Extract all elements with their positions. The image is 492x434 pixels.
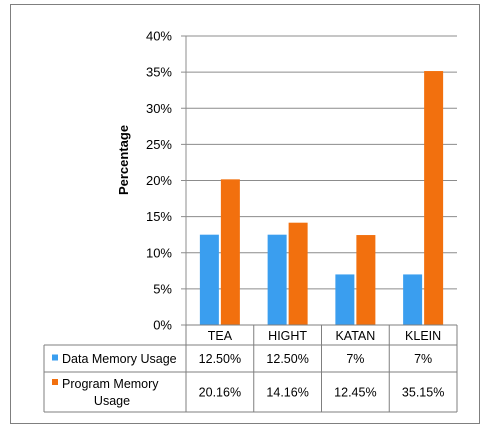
table-value: 35.15% [402,386,444,400]
table-value: 12.45% [334,386,376,400]
y-tick-label: 25% [146,137,172,152]
bars [199,71,444,325]
x-category-label: KLEIN [405,329,441,343]
chart-frame [10,4,480,424]
bar-data-memory-usage [199,234,219,325]
legend-swatch [52,379,58,385]
legend-swatch [52,354,58,361]
bar-data-memory-usage [335,274,355,325]
data-table: TEA HIGHT KATAN KLEIN Data Memory Usage 12.50… [43,324,458,413]
bar-program-memory-usage [288,222,308,325]
y-tick-label: 10% [146,245,172,260]
legend-entry-label: Program Memory [62,377,159,391]
legend-entry-label: Usage [94,394,130,408]
y-tick-label: 5% [153,281,172,296]
table-value: 7% [346,352,364,366]
table-value: 7% [414,352,432,366]
x-category-label: TEA [208,329,233,343]
y-tick-label: 30% [146,101,172,116]
legend-entry-label: Data Memory Usage [62,352,177,366]
bar-program-memory-usage [220,179,240,325]
table-value: 14.16% [266,386,308,400]
bar-data-memory-usage [267,234,287,325]
y-axis-label: Percentage [116,125,131,195]
x-category-label: KATAN [335,329,375,343]
bar-program-memory-usage [424,71,444,325]
table-value: 12.50% [266,352,308,366]
y-tick-label: 15% [146,209,172,224]
bar-program-memory-usage [356,235,376,325]
y-tick-label: 35% [146,65,172,80]
table-value: 20.16% [199,386,241,400]
y-tick-label: 0% [153,318,172,333]
y-axis-ticks: 0% 5% 10% 15% 20% 25% 30% 35% 40% [146,29,172,333]
y-tick-label: 40% [146,29,172,44]
x-category-label: HIGHT [268,329,307,343]
y-tick-label: 20% [146,173,172,188]
bar-data-memory-usage [403,274,423,325]
table-value: 12.50% [199,352,241,366]
